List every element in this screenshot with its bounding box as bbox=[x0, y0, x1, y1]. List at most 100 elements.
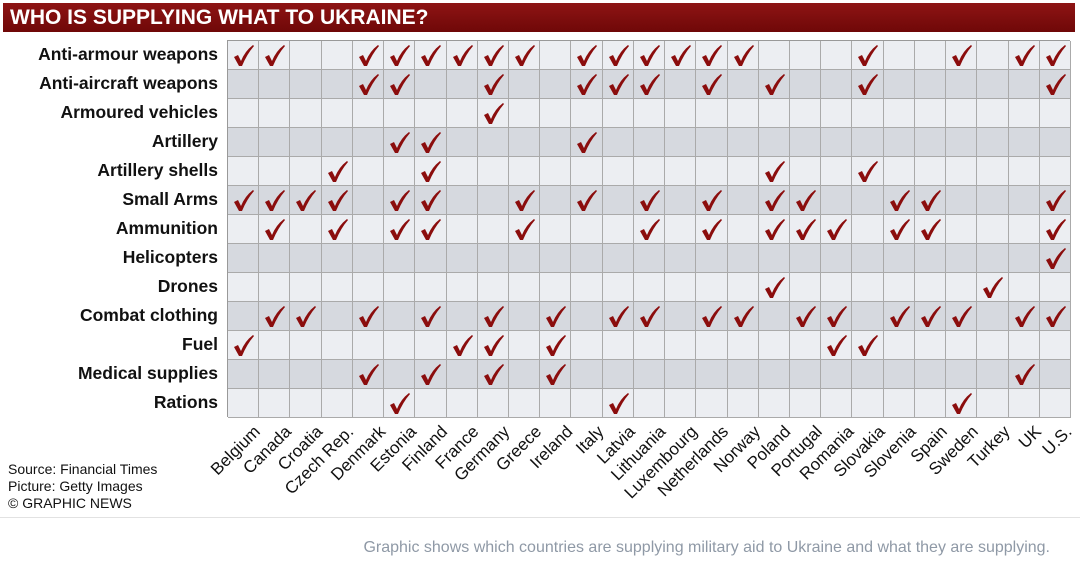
grid-cell bbox=[352, 360, 385, 389]
grid-cell bbox=[946, 186, 978, 215]
check-mark-icon bbox=[483, 335, 504, 356]
check-mark-icon bbox=[421, 161, 442, 182]
check-mark-icon bbox=[390, 190, 411, 211]
grid-cell bbox=[321, 360, 353, 389]
grid-cell bbox=[727, 186, 759, 215]
grid-cell bbox=[821, 41, 853, 70]
check-mark-icon bbox=[483, 103, 504, 124]
grid-cell bbox=[415, 186, 447, 215]
grid-cell bbox=[384, 70, 416, 99]
check-mark-icon bbox=[421, 45, 442, 66]
grid-cell bbox=[321, 70, 353, 99]
grid-cell bbox=[509, 302, 541, 331]
check-mark-icon bbox=[577, 45, 598, 66]
grid-cell bbox=[727, 128, 759, 157]
grid-cell bbox=[352, 273, 385, 302]
grid-cell bbox=[415, 157, 447, 186]
grid-cell bbox=[633, 389, 666, 418]
grid-cell bbox=[1008, 244, 1040, 273]
grid-cell bbox=[821, 186, 853, 215]
grid-cell bbox=[384, 244, 416, 273]
grid-cell bbox=[540, 41, 572, 70]
check-mark-icon bbox=[577, 190, 598, 211]
check-mark-icon bbox=[733, 306, 754, 327]
grid-cell bbox=[946, 41, 978, 70]
check-mark-icon bbox=[234, 335, 254, 356]
grid-cell bbox=[790, 70, 822, 99]
grid-cell bbox=[259, 360, 291, 389]
grid-cell bbox=[852, 360, 884, 389]
check-mark-icon bbox=[639, 74, 660, 95]
grid-cell bbox=[352, 331, 385, 360]
chart-title: WHO IS SUPPLYING WHAT TO UKRAINE? bbox=[3, 3, 1075, 32]
grid-cell bbox=[477, 360, 509, 389]
grid-cell bbox=[914, 41, 947, 70]
grid-cell bbox=[946, 302, 978, 331]
check-mark-icon bbox=[327, 219, 348, 240]
grid-cell bbox=[571, 244, 603, 273]
caption: Graphic shows which countries are supply… bbox=[363, 539, 1050, 556]
grid-cell bbox=[446, 302, 478, 331]
grid-cell bbox=[883, 215, 915, 244]
grid-cell bbox=[477, 128, 509, 157]
check-mark-icon bbox=[390, 393, 411, 414]
check-mark-icon bbox=[639, 306, 660, 327]
grid-cell bbox=[415, 41, 447, 70]
grid-cell bbox=[946, 99, 978, 128]
grid-cell bbox=[727, 157, 759, 186]
grid-cell bbox=[415, 331, 447, 360]
check-mark-icon bbox=[265, 306, 286, 327]
grid-cell bbox=[571, 128, 603, 157]
check-mark-icon bbox=[358, 364, 379, 385]
grid-cell bbox=[1008, 128, 1040, 157]
grid-cell bbox=[446, 128, 478, 157]
grid-cell bbox=[259, 157, 291, 186]
grid-cell bbox=[228, 99, 260, 128]
grid-cell bbox=[415, 215, 447, 244]
grid-cell bbox=[1008, 99, 1040, 128]
grid-cell bbox=[540, 157, 572, 186]
grid-cell bbox=[602, 157, 634, 186]
grid-cell bbox=[290, 273, 322, 302]
grid-cell bbox=[914, 389, 947, 418]
grid-cell bbox=[696, 302, 728, 331]
grid-cell bbox=[509, 41, 541, 70]
grid-cell bbox=[540, 99, 572, 128]
check-mark-icon bbox=[702, 74, 723, 95]
grid-cell bbox=[665, 186, 697, 215]
grid-cell bbox=[540, 128, 572, 157]
grid-cell bbox=[602, 244, 634, 273]
grid-cell bbox=[727, 389, 759, 418]
grid-cell bbox=[509, 273, 541, 302]
grid-cell bbox=[1039, 360, 1071, 389]
grid-cell bbox=[259, 244, 291, 273]
grid-cell bbox=[290, 157, 322, 186]
grid-cell bbox=[758, 302, 790, 331]
country-label: U.S. bbox=[1039, 422, 1076, 459]
check-mark-icon bbox=[1045, 219, 1066, 240]
grid-cell bbox=[1008, 70, 1040, 99]
check-mark-icon bbox=[639, 190, 660, 211]
grid-cell bbox=[228, 215, 260, 244]
grid-cell bbox=[883, 186, 915, 215]
grid-cell bbox=[790, 273, 822, 302]
grid-cell bbox=[602, 41, 634, 70]
check-mark-icon bbox=[234, 45, 254, 66]
grid-cell bbox=[790, 157, 822, 186]
grid-cell bbox=[1039, 186, 1071, 215]
grid-cell bbox=[977, 157, 1009, 186]
grid-cell bbox=[1008, 41, 1040, 70]
grid-cell bbox=[415, 273, 447, 302]
supply-grid bbox=[227, 40, 1071, 418]
grid-cell bbox=[384, 360, 416, 389]
check-mark-icon bbox=[608, 306, 629, 327]
grid-cell bbox=[665, 302, 697, 331]
grid-cell bbox=[852, 70, 884, 99]
check-mark-icon bbox=[702, 190, 723, 211]
grid-cell bbox=[228, 157, 260, 186]
grid-cell bbox=[540, 244, 572, 273]
check-mark-icon bbox=[421, 219, 442, 240]
grid-cell bbox=[821, 302, 853, 331]
grid-cell bbox=[352, 215, 385, 244]
grid-cell bbox=[727, 302, 759, 331]
